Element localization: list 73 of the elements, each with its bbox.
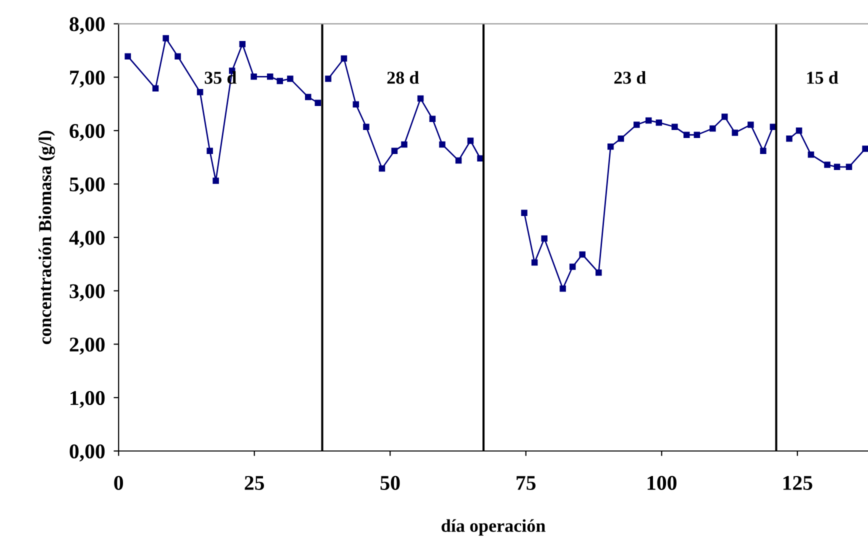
point: [314, 100, 322, 106]
x-tick-label: 0: [114, 476, 124, 490]
y-tick-label: 4,00: [69, 230, 105, 248]
point: [786, 135, 792, 142]
point: [694, 132, 700, 138]
point: [287, 76, 294, 82]
y-tick-label: 7,00: [70, 70, 105, 88]
point: [846, 164, 852, 170]
point: [239, 40, 246, 48]
point: [862, 146, 868, 152]
x-tick-label: 75: [516, 476, 536, 490]
annotation: 28 d: [387, 71, 419, 84]
point: [521, 210, 528, 216]
annotation: 23 d: [614, 71, 646, 84]
point: [569, 264, 576, 270]
point: [834, 164, 840, 170]
point: [250, 74, 257, 80]
x-tick-label: 50: [380, 476, 400, 490]
y-tick-label: 3,00: [70, 284, 105, 302]
point: [748, 122, 754, 128]
point: [340, 55, 348, 62]
point: [455, 157, 462, 164]
point: [391, 148, 398, 154]
point: [596, 270, 602, 276]
y-tick-label: 8,00: [70, 17, 105, 34]
point: [206, 148, 213, 154]
point: [266, 74, 274, 80]
y-axis-title: concentración Biomasa (g/l): [38, 130, 56, 344]
point: [710, 125, 716, 132]
point: [304, 94, 312, 100]
x-tick-label: 125: [783, 476, 812, 490]
y-tick-label: 5,00: [70, 177, 105, 194]
point: [352, 101, 360, 108]
point: [672, 124, 678, 130]
point: [531, 259, 538, 266]
point: [174, 53, 181, 60]
point: [824, 162, 830, 168]
point: [124, 53, 131, 60]
point: [560, 286, 566, 292]
point: [276, 78, 284, 84]
point: [325, 76, 332, 82]
x-tick-label: 25: [244, 476, 264, 490]
point: [760, 148, 766, 154]
point: [645, 117, 652, 124]
point: [467, 138, 474, 144]
point: [607, 143, 614, 150]
point: [417, 95, 424, 102]
point: [378, 165, 386, 172]
point: [634, 122, 640, 128]
annotation: 15 d: [807, 71, 838, 84]
point: [401, 141, 408, 148]
point: [618, 135, 624, 142]
point: [162, 35, 169, 42]
y-tick-label: 2,00: [70, 338, 105, 355]
point: [152, 85, 159, 92]
point: [439, 141, 446, 148]
point: [579, 251, 586, 258]
point: [732, 130, 738, 136]
y-tick-label: 1,00: [70, 390, 105, 408]
point: [722, 114, 728, 120]
x-tick-label: 100: [648, 476, 676, 490]
point: [541, 235, 548, 242]
x-axis-title: día operación: [442, 519, 546, 536]
y-tick-label: 6,00: [70, 124, 105, 142]
point: [363, 124, 370, 130]
point: [429, 116, 436, 122]
point: [796, 127, 802, 134]
y-tick-label: 0,00: [70, 444, 105, 462]
point: [656, 119, 662, 126]
point: [808, 152, 814, 158]
point: [684, 132, 690, 138]
point: [196, 89, 204, 96]
point: [212, 178, 219, 184]
